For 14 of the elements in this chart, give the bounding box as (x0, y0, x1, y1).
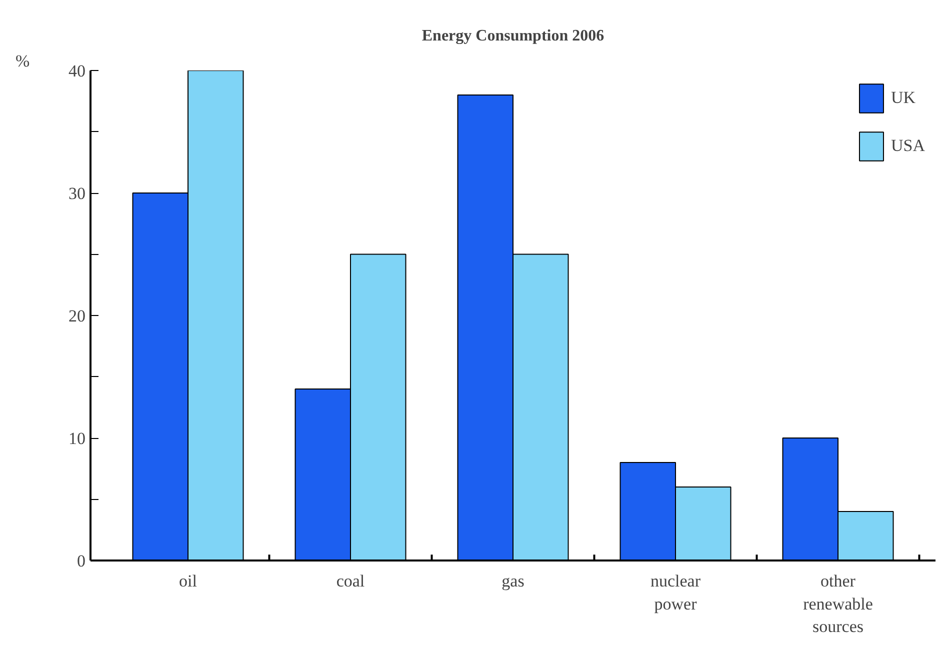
y-axis-title: % (16, 52, 30, 70)
x-tick-label: other renewable sources (803, 572, 873, 636)
y-tick-label: 30 (68, 184, 86, 203)
y-tick-label: 10 (68, 429, 86, 448)
legend-label: USA (890, 136, 925, 156)
x-tick-label: nuclear power (650, 572, 701, 614)
y-tick-label: 0 (77, 552, 86, 570)
x-tick-label: oil (179, 572, 198, 590)
x-tick-label: coal (336, 572, 365, 590)
chart-title: Energy Consumption 2006 (422, 28, 604, 44)
y-tick-label: 20 (68, 306, 86, 326)
legend-label: UK (890, 88, 916, 108)
y-tick-label: 40 (68, 62, 86, 80)
x-tick-label: gas (502, 572, 524, 590)
